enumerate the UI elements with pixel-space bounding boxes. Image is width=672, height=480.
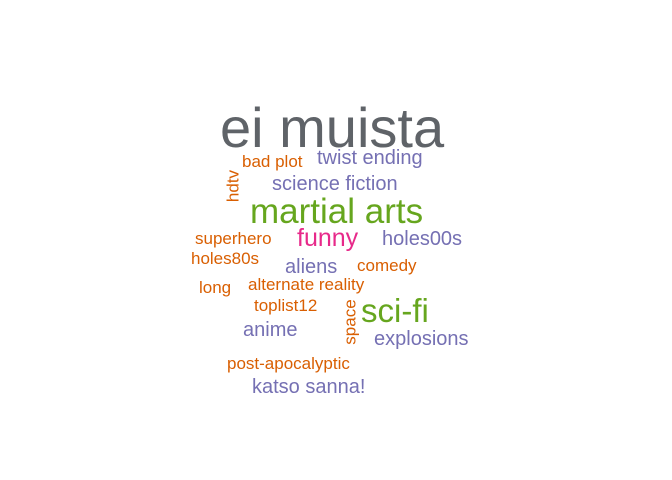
word-long: long [199,278,232,297]
word-katso-sanna: katso sanna! [252,376,366,398]
word-alternate-reality: alternate reality [248,275,365,294]
word-bad-plot: bad plot [242,152,303,171]
word-hdtv: hdtv [223,169,243,203]
word-comedy: comedy [357,256,417,275]
word-holes80s: holes80s [191,249,260,268]
word-post-apocalyptic: post-apocalyptic [227,354,350,373]
word-explosions: explosions [374,328,469,350]
word-aliens: aliens [285,256,338,278]
word-ei-muista: ei muista [220,96,445,159]
word-toplist12: toplist12 [254,296,318,315]
word-holes00s: holes00s [382,228,463,250]
word-funny: funny [297,224,359,252]
word-sci-fi: sci-fi [361,292,429,329]
word-anime: anime [243,319,298,341]
word-twist-ending: twist ending [317,147,423,169]
word-space: space [340,299,360,345]
word-superhero: superhero [195,229,272,248]
word-science-fiction: science fiction [272,173,398,195]
word-martial-arts: martial arts [250,192,424,231]
